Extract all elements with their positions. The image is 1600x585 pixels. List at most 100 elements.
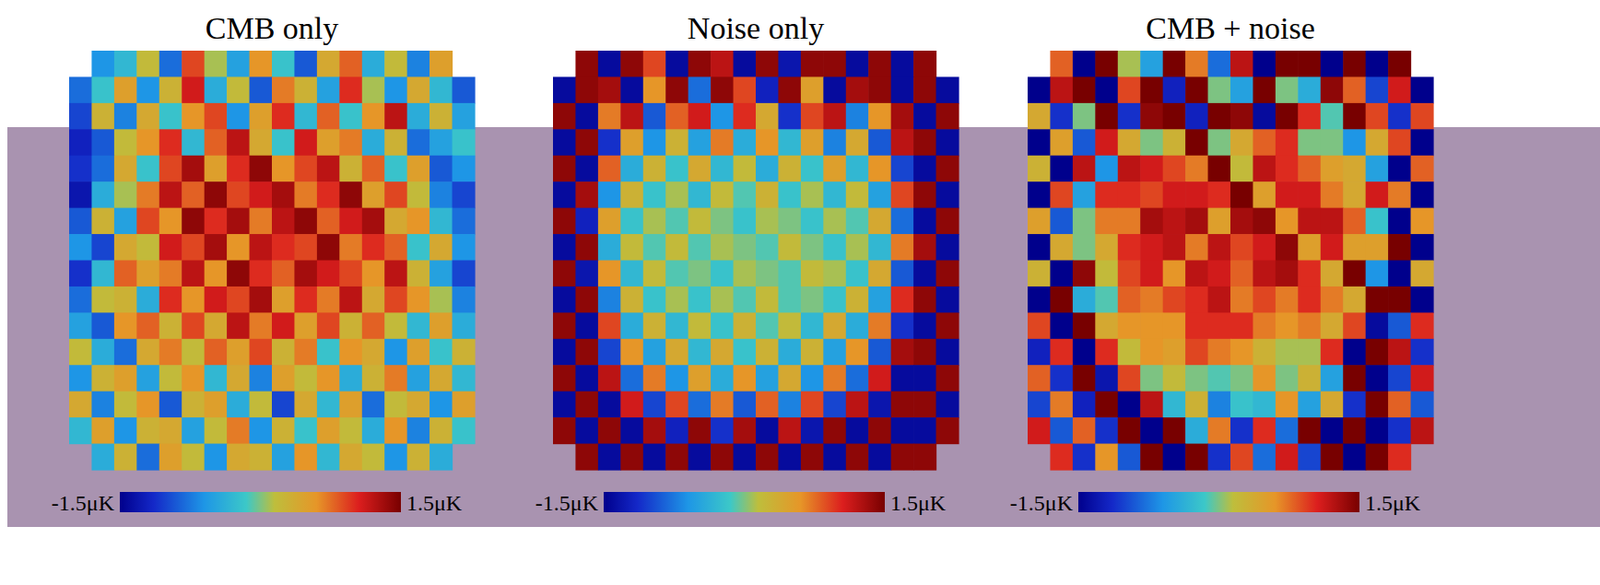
cell bbox=[1163, 76, 1187, 104]
cell bbox=[69, 391, 93, 419]
cell bbox=[643, 50, 667, 78]
cell bbox=[429, 234, 453, 261]
cell bbox=[643, 364, 667, 392]
cell bbox=[755, 417, 779, 445]
cell bbox=[1388, 417, 1412, 445]
cell bbox=[159, 444, 183, 471]
panel: CMB + noise-1.5μK1.5μK bbox=[1010, 11, 1435, 516]
cell bbox=[733, 234, 757, 261]
cell bbox=[249, 208, 273, 236]
cell bbox=[552, 312, 577, 340]
cell bbox=[69, 286, 93, 314]
cell bbox=[1027, 234, 1051, 261]
cell bbox=[800, 339, 824, 366]
cell bbox=[181, 364, 205, 392]
cell bbox=[317, 444, 341, 471]
cell bbox=[620, 208, 644, 236]
cell bbox=[384, 312, 408, 340]
cell bbox=[1140, 417, 1164, 445]
cell bbox=[317, 312, 341, 340]
cell bbox=[69, 417, 93, 445]
cell bbox=[1365, 50, 1389, 78]
cell bbox=[800, 76, 824, 104]
cell bbox=[846, 129, 870, 156]
cell bbox=[1185, 76, 1209, 104]
cell bbox=[1163, 391, 1187, 419]
cell bbox=[1320, 364, 1344, 392]
cell bbox=[1049, 260, 1073, 288]
cell bbox=[891, 76, 915, 104]
cell bbox=[936, 286, 960, 314]
cell bbox=[339, 76, 363, 104]
cell bbox=[552, 208, 577, 236]
cell bbox=[710, 155, 734, 183]
cell bbox=[181, 129, 205, 156]
cell bbox=[777, 391, 801, 419]
cell bbox=[114, 208, 138, 236]
cell bbox=[452, 286, 476, 314]
cell bbox=[1185, 391, 1209, 419]
cell bbox=[1252, 76, 1276, 104]
panel: Noise only-1.5μK1.5μK bbox=[535, 11, 960, 516]
cell bbox=[800, 417, 824, 445]
cell bbox=[114, 181, 138, 209]
cell bbox=[800, 444, 824, 471]
cell bbox=[552, 234, 577, 261]
cell bbox=[777, 286, 801, 314]
cell bbox=[552, 286, 577, 314]
cell bbox=[598, 364, 622, 392]
cell bbox=[1342, 286, 1366, 314]
cell bbox=[384, 417, 408, 445]
cell bbox=[891, 312, 915, 340]
cell bbox=[362, 76, 386, 104]
cell bbox=[91, 103, 115, 130]
cell bbox=[620, 129, 644, 156]
cell bbox=[1163, 129, 1187, 156]
cell bbox=[1072, 286, 1096, 314]
cell bbox=[407, 129, 431, 156]
cell bbox=[1094, 103, 1118, 130]
cell bbox=[407, 155, 431, 183]
cell bbox=[598, 76, 622, 104]
cell bbox=[1027, 155, 1051, 183]
cell bbox=[1185, 417, 1209, 445]
cell bbox=[136, 234, 160, 261]
cell bbox=[1027, 129, 1051, 156]
cell bbox=[1275, 208, 1299, 236]
cell bbox=[777, 129, 801, 156]
cell bbox=[204, 208, 228, 236]
cell bbox=[407, 234, 431, 261]
cell bbox=[575, 76, 599, 104]
cell bbox=[823, 76, 847, 104]
cell bbox=[1049, 444, 1073, 471]
cell bbox=[1163, 312, 1187, 340]
cell bbox=[91, 364, 115, 392]
cell bbox=[1185, 103, 1209, 130]
cell bbox=[1411, 417, 1435, 445]
cell bbox=[620, 312, 644, 340]
cell bbox=[665, 129, 689, 156]
cell bbox=[936, 417, 960, 445]
cell bbox=[598, 50, 622, 78]
cell bbox=[846, 312, 870, 340]
cell bbox=[755, 129, 779, 156]
cell bbox=[204, 234, 228, 261]
cell bbox=[777, 50, 801, 78]
cell bbox=[1252, 391, 1276, 419]
cell bbox=[1297, 286, 1321, 314]
cell bbox=[643, 129, 667, 156]
lavender-band bbox=[7, 127, 1600, 528]
cell bbox=[181, 208, 205, 236]
cell bbox=[181, 76, 205, 104]
cell bbox=[688, 444, 712, 471]
cell bbox=[868, 417, 892, 445]
cell bbox=[1208, 286, 1232, 314]
cell bbox=[1185, 181, 1209, 209]
cell bbox=[891, 50, 915, 78]
cell bbox=[1342, 444, 1366, 471]
cell bbox=[823, 417, 847, 445]
cell bbox=[429, 50, 453, 78]
cell bbox=[800, 234, 824, 261]
cell bbox=[226, 312, 250, 340]
cell bbox=[688, 339, 712, 366]
